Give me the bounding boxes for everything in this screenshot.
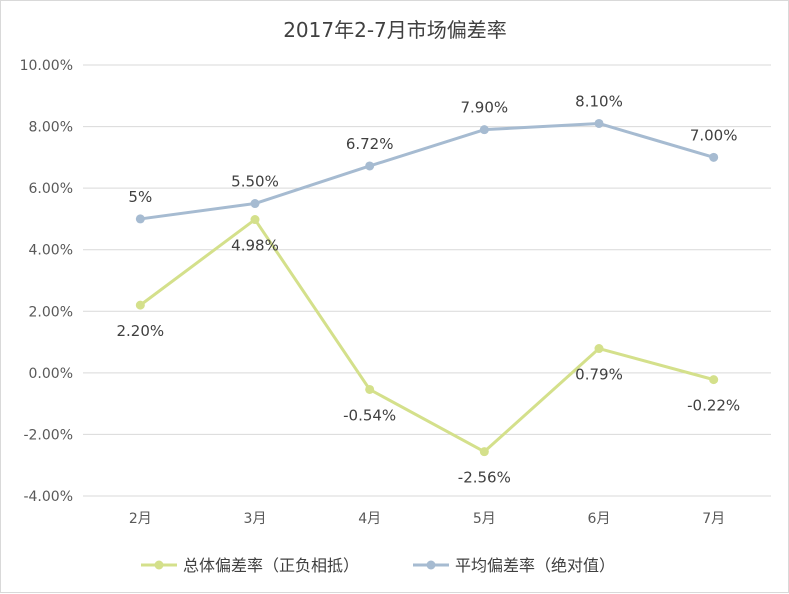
data-label: 7.90% xyxy=(461,99,509,117)
data-label: 8.10% xyxy=(575,92,623,110)
data-label: 6.72% xyxy=(346,135,394,153)
legend-swatch-marker xyxy=(426,560,436,570)
y-tick-label: 4.00% xyxy=(29,243,73,259)
y-axis-ticks: 10.00% 8.00% 6.00% 4.00% 2.00% 0.00% -2.00% -4.… xyxy=(20,58,73,505)
data-point xyxy=(709,152,719,162)
data-point xyxy=(479,447,489,457)
data-point xyxy=(365,384,375,394)
legend-label: 平均偏差率（绝对值） xyxy=(455,556,615,575)
x-axis-ticks: 2月 3月 4月 5月 6月 7月 xyxy=(129,511,725,527)
data-point xyxy=(135,214,145,224)
data-point xyxy=(594,344,604,354)
data-label: 5% xyxy=(128,188,152,206)
y-tick-label: -2.00% xyxy=(23,427,73,443)
chart-title: 2017年2-7月市场偏差率 xyxy=(283,18,507,42)
series-lines xyxy=(135,118,719,457)
y-tick-label: 2.00% xyxy=(29,304,73,320)
data-point xyxy=(250,215,260,225)
data-labels: 2.20% 4.98% -0.54% -2.56% 0.79% -0.22% 5% 5.50%… xyxy=(117,92,741,486)
data-label: 0.79% xyxy=(575,366,623,384)
y-tick-label: 6.00% xyxy=(29,181,73,197)
series-line xyxy=(140,121,715,221)
data-label: 2.20% xyxy=(117,322,165,340)
data-label: 7.00% xyxy=(690,126,738,144)
data-point xyxy=(594,118,604,128)
data-label: 5.50% xyxy=(231,173,279,191)
data-label: -2.56% xyxy=(458,469,511,487)
data-point xyxy=(135,300,145,310)
y-tick-label: 10.00% xyxy=(20,58,73,74)
legend-swatch-marker xyxy=(154,560,164,570)
x-tick-label: 6月 xyxy=(588,511,611,527)
y-tick-label: 8.00% xyxy=(29,120,73,136)
legend-label: 总体偏差率（正负相抵） xyxy=(183,556,359,575)
data-label: 4.98% xyxy=(231,237,279,255)
grid xyxy=(83,64,771,497)
legend: 总体偏差率（正负相抵） 平均偏差率（绝对值） xyxy=(141,556,615,575)
x-tick-label: 2月 xyxy=(129,511,152,527)
data-point xyxy=(250,199,260,209)
x-tick-label: 3月 xyxy=(244,511,267,527)
y-tick-label: -4.00% xyxy=(23,489,73,505)
data-label: -0.54% xyxy=(343,406,396,424)
data-point xyxy=(709,375,719,385)
data-point xyxy=(365,161,375,171)
data-label: -0.22% xyxy=(687,397,740,415)
x-tick-label: 5月 xyxy=(473,511,496,527)
x-tick-label: 4月 xyxy=(358,511,381,527)
data-point xyxy=(479,125,489,135)
y-tick-label: 0.00% xyxy=(29,366,73,382)
series-line xyxy=(139,218,715,454)
x-tick-label: 7月 xyxy=(702,511,725,527)
